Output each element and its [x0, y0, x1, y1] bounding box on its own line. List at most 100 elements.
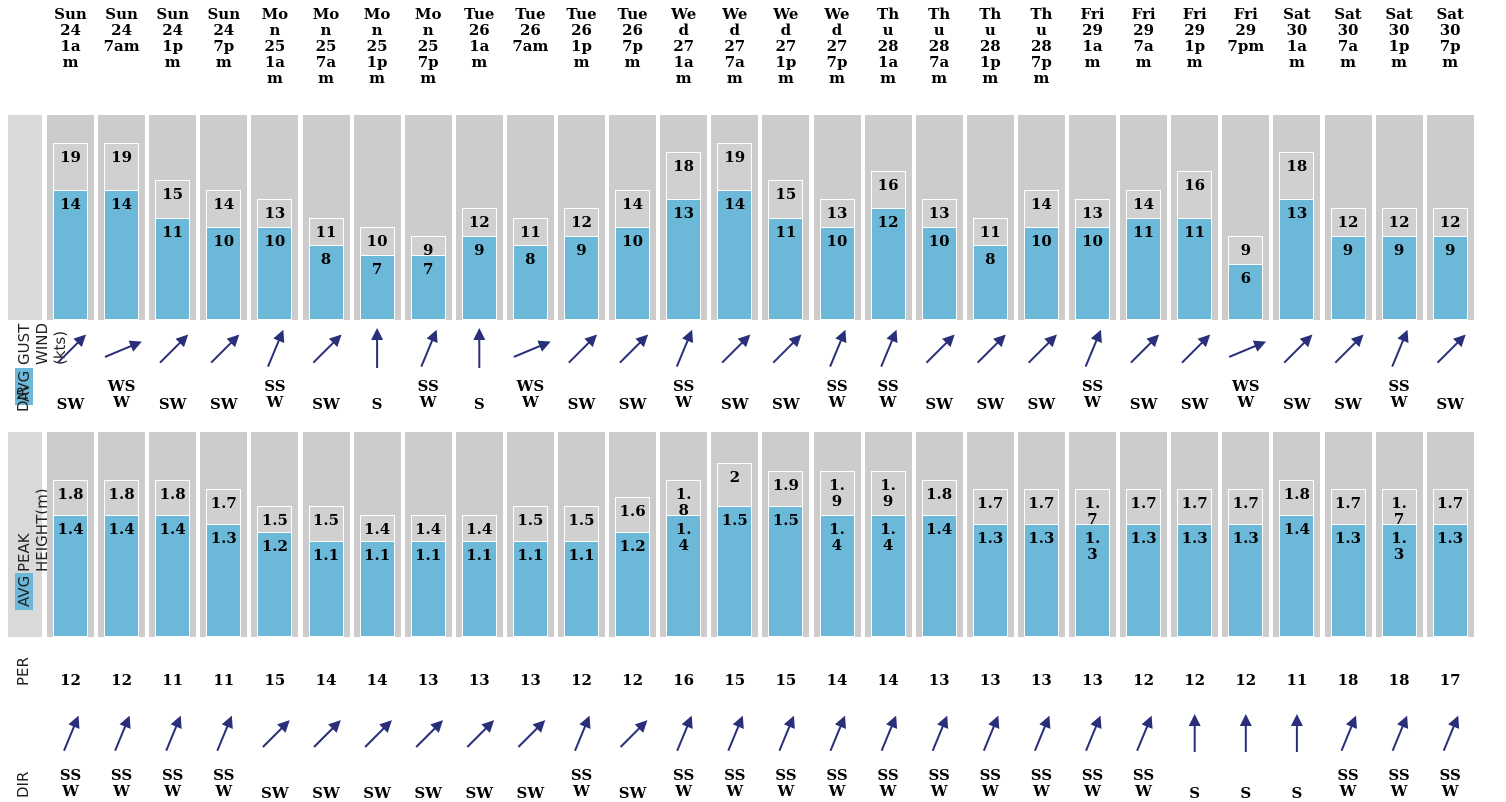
wind-avg-bar: [921, 226, 957, 320]
wave-avg-bar: [972, 523, 1008, 637]
wave-direction-label: SS W: [928, 766, 950, 800]
column-header: Mo n 25 1a m: [261, 5, 289, 87]
wave-peak-value: 1.5: [568, 511, 595, 530]
wind-avg-value: 14: [60, 194, 81, 213]
wave-period-value: 13: [979, 671, 1001, 689]
wave-avg-bar: [410, 541, 446, 637]
wind-direction-arrow: [1228, 340, 1267, 358]
wave-direction-label: SS W: [59, 766, 82, 800]
wave-peak-value: 1. 9: [880, 476, 896, 511]
wave-direction-label: SS W: [1132, 766, 1155, 800]
wind-gust-value: 16: [877, 175, 899, 194]
wave-avg-value: 1.3: [1028, 528, 1055, 547]
wind-gust-value: 10: [366, 231, 388, 250]
wind-avg-value: 11: [775, 222, 797, 241]
wave-avg-value: 1. 3: [1084, 528, 1101, 563]
wind-direction-label: S: [371, 395, 383, 413]
wind-direction-label: SS W: [1081, 377, 1104, 411]
wave-direction-arrow: [1033, 715, 1051, 752]
wind-avg-value: 10: [826, 231, 848, 250]
wind-direction-label: SW: [158, 395, 187, 413]
wind-direction-label: WS W: [516, 377, 545, 411]
column-header: Fri 29 7a m: [1131, 5, 1156, 71]
wind-avg-bar: [564, 236, 599, 320]
wind-direction-arrow: [675, 329, 694, 367]
wind-avg-bar: [206, 226, 242, 320]
wind-direction-arrow: [210, 334, 240, 364]
wind-direction-arrow: [420, 329, 438, 367]
wave-peak-value: 1.7: [1232, 493, 1259, 512]
wave-row-label: AVG PEAK HEIGHT(m): [8, 432, 51, 637]
wave-peak-value: 2: [729, 467, 741, 486]
wind-direction-label: SW: [1027, 395, 1056, 413]
wave-avg-bar: [359, 541, 395, 637]
wave-peak-value: 1.8: [108, 484, 135, 503]
wind-avg-bar: [1228, 264, 1264, 320]
wind-avg-bar: [359, 254, 395, 320]
wave-avg-value: 1.3: [1437, 528, 1464, 547]
wave-direction-label: SW: [261, 784, 289, 802]
wave-period-value: 12: [111, 671, 133, 689]
wave-period-value: 14: [315, 671, 337, 689]
wave-avg-bar: [512, 541, 548, 637]
wave-peak-value: 1.7: [1437, 493, 1464, 512]
wind-gust-value: 14: [1030, 194, 1052, 213]
wave-peak-value: 1.5: [517, 511, 544, 530]
wave-direction-label: SS W: [1030, 766, 1053, 800]
wave-period-value: 16: [673, 671, 695, 689]
wave-direction-arrow: [982, 715, 1000, 752]
column-header: Sun 24 1a m: [54, 5, 87, 71]
wind-direction-arrow: [772, 334, 802, 364]
wind-avg-bar: [461, 236, 497, 320]
wave-period-value: 18: [1337, 671, 1359, 689]
wave-avg-value: 1.2: [261, 537, 288, 556]
column-header: We d 27 7p m: [824, 5, 850, 87]
wind-direction-label: SW: [209, 395, 238, 413]
wind-gust-value: 13: [264, 203, 286, 222]
wind-gust-value: 12: [1337, 213, 1359, 232]
wind-row-label: AVG GUST WIND (kts): [8, 115, 69, 405]
wave-avg-value: 1.1: [415, 546, 442, 565]
wave-avg-bar: [461, 541, 497, 637]
column-header: Sat 30 7a m: [1334, 5, 1362, 71]
wind-direction-label: SW: [976, 395, 1005, 413]
wind-avg-bar: [1177, 217, 1213, 320]
wind-avg-value: 14: [724, 194, 746, 213]
wave-direction-label: SW: [516, 784, 545, 802]
wave-period-value: 15: [775, 671, 797, 689]
wind-avg-bar: [1126, 217, 1162, 320]
wave-period-value: 12: [571, 671, 592, 689]
wind-direction-label: SW: [1129, 395, 1158, 413]
wind-avg-value: 8: [985, 250, 996, 269]
wave-direction-label: SW: [363, 784, 391, 802]
wind-gust-value: 9: [422, 241, 434, 260]
wave-avg-bar: [1381, 523, 1417, 637]
wind-direction-arrow: [880, 329, 898, 367]
wind-avg-bar: [104, 189, 140, 320]
wave-period-value: 11: [162, 671, 184, 689]
wind-direction-label: SW: [312, 395, 340, 413]
column-header: Tue 26 7am: [512, 5, 549, 55]
wave-period-value: 12: [1133, 671, 1155, 689]
column-header: Th u 28 7a m: [928, 5, 951, 87]
wave-period-value: 12: [622, 671, 644, 689]
wave-avg-bar: [104, 514, 140, 637]
wave-avg-bar: [921, 514, 957, 637]
wave-period-value: 13: [1030, 671, 1052, 689]
wind-avg-value: 14: [111, 194, 133, 213]
wind-avg-bar: [972, 245, 1008, 320]
wave-avg-value: 1.3: [1181, 528, 1208, 547]
wave-direction-label: S: [1189, 784, 1201, 802]
column-header: We d 27 1p m: [773, 5, 799, 87]
wind-gust-value: 11: [979, 222, 1001, 241]
wave-period-value: 13: [928, 671, 950, 689]
wind-avg-value: 8: [525, 250, 536, 269]
wind-avg-bar: [1279, 198, 1315, 320]
wave-avg-bar: [1279, 514, 1315, 637]
wave-peak-value: 1.4: [364, 519, 391, 538]
wave-direction-label: SS W: [877, 766, 899, 800]
wave-peak-value: 1.5: [261, 511, 288, 530]
wind-avg-value: 10: [622, 231, 644, 250]
wind-avg-value: 10: [264, 231, 286, 250]
wave-direction-arrow: [517, 720, 546, 748]
